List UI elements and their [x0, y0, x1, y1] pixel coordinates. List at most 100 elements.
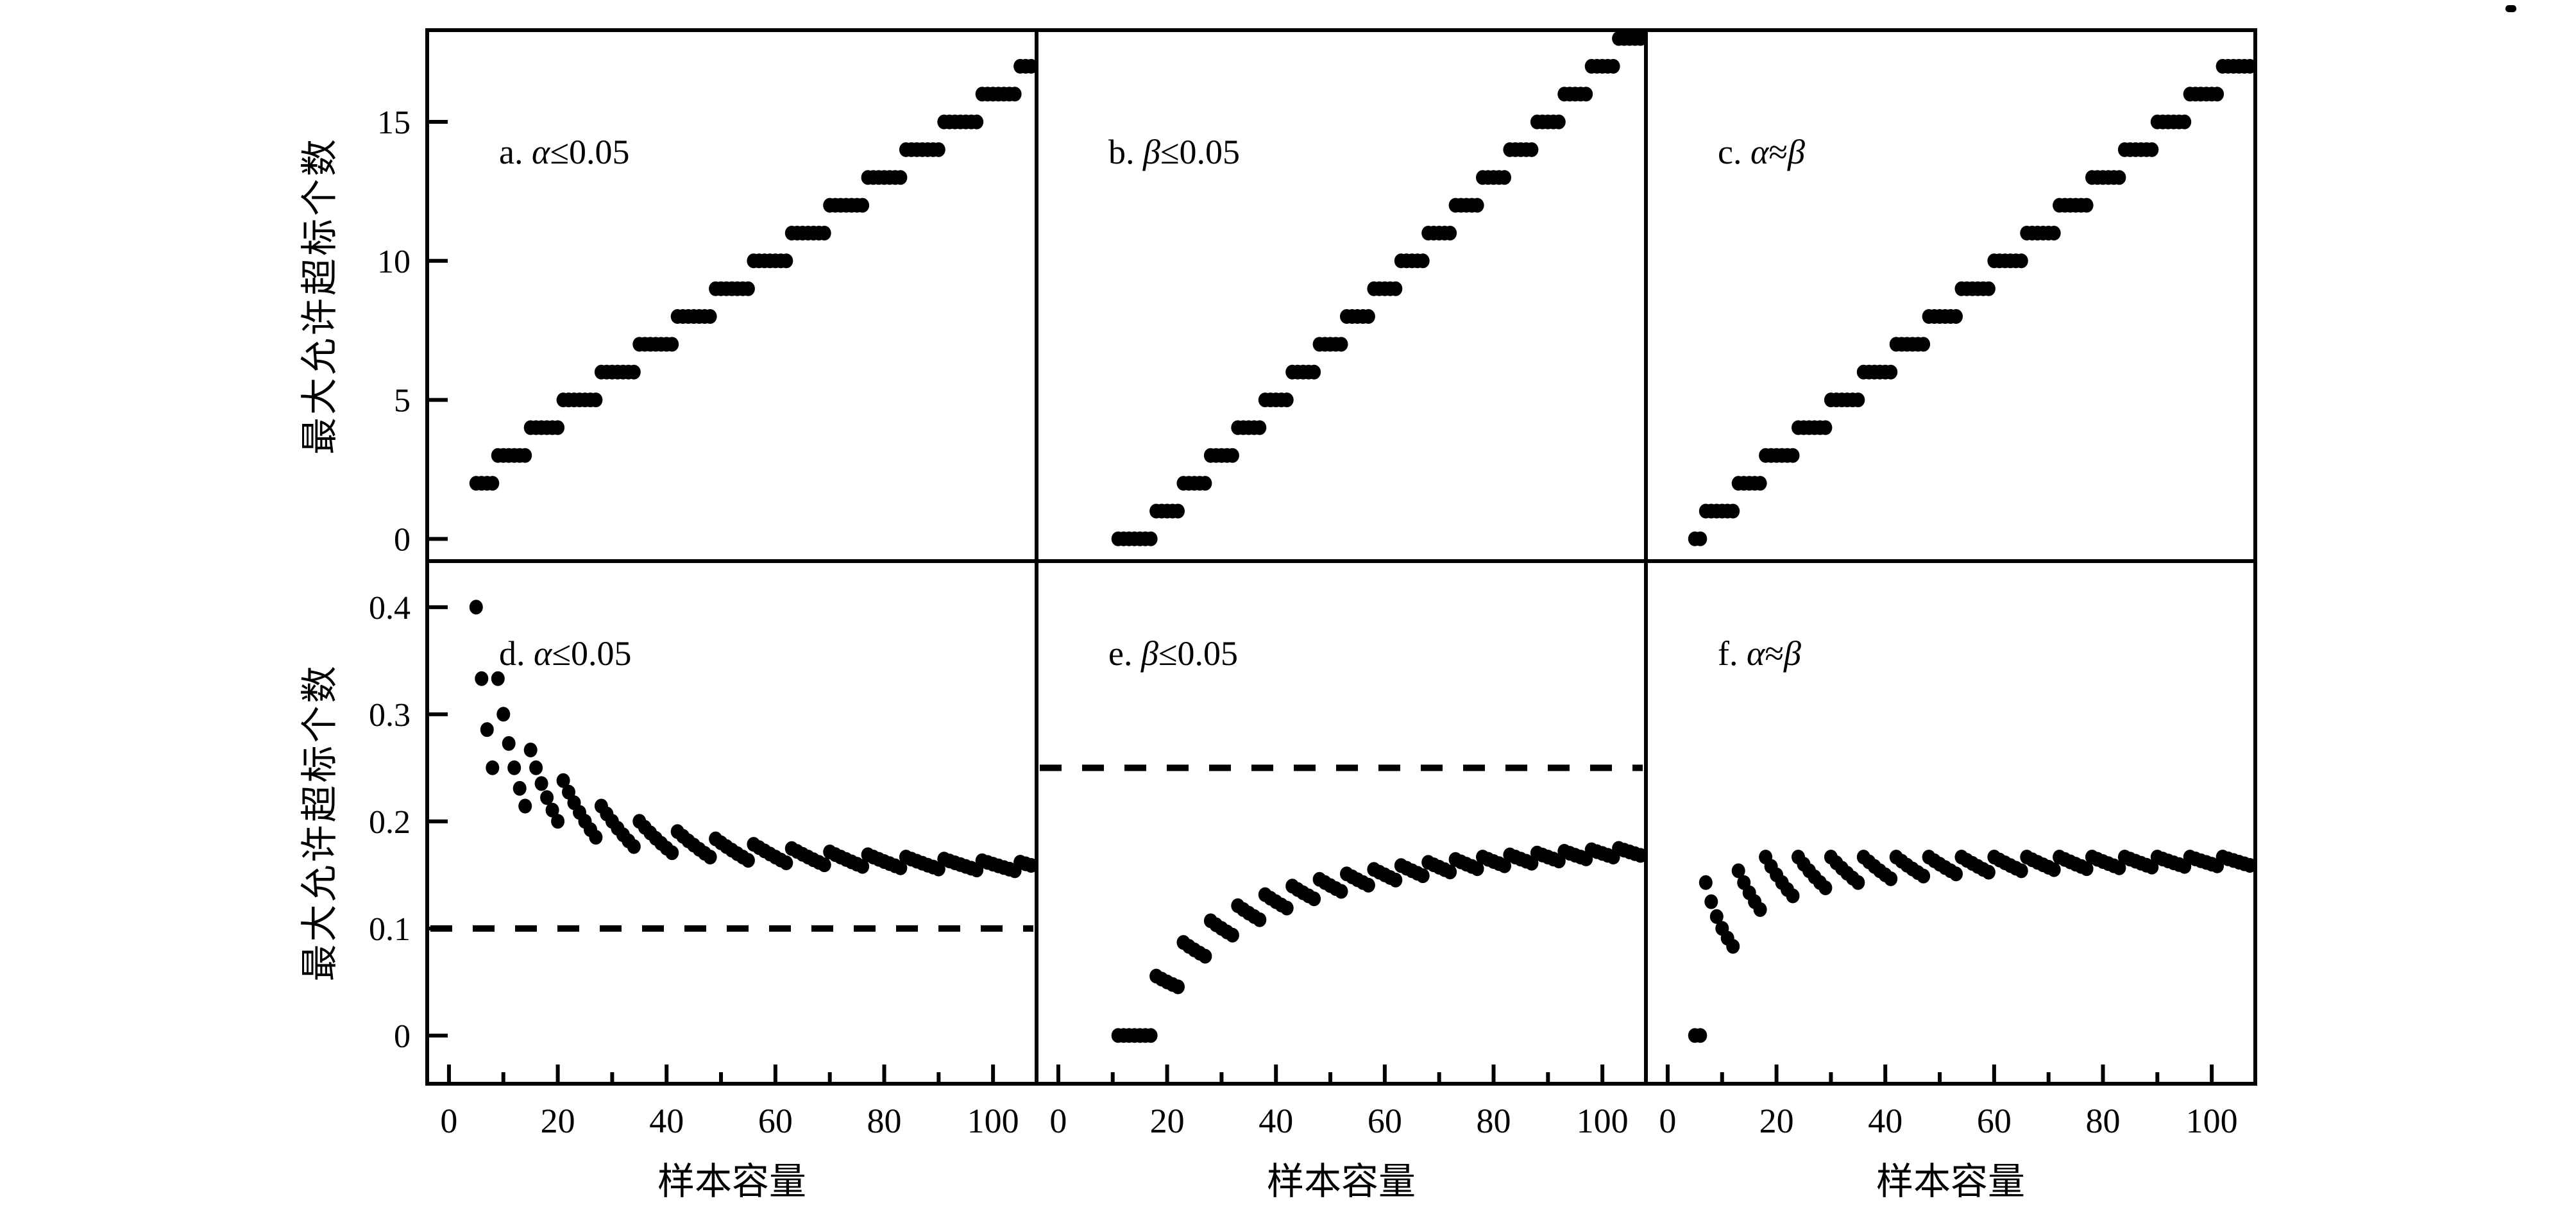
data-point — [1389, 281, 1403, 296]
data-point — [817, 857, 831, 873]
data-point — [589, 392, 603, 408]
data-point — [1498, 858, 1511, 873]
data-point — [1726, 939, 1740, 954]
x-tick-label: 100 — [967, 1102, 1019, 1140]
x-tick-label: 40 — [1868, 1102, 1902, 1140]
panel-title: e. β≤0.05 — [1108, 634, 1238, 673]
data-point — [2080, 198, 2094, 213]
data-point — [486, 476, 500, 491]
data-point — [1361, 309, 1375, 324]
data-point — [1389, 872, 1403, 888]
data-point — [741, 853, 755, 868]
y-tick-label: 0 — [394, 521, 411, 558]
data-point — [894, 860, 908, 875]
data-point — [2080, 861, 2094, 877]
data-point — [779, 855, 793, 870]
y-tick-label: 0.2 — [369, 804, 411, 841]
data-point — [480, 722, 494, 737]
data-point — [894, 170, 908, 185]
data-point — [529, 760, 543, 775]
panel-b: b. β≤0.05 — [1035, 28, 1648, 563]
data-point — [817, 226, 831, 240]
data-point — [1024, 858, 1035, 873]
data-point — [1693, 1028, 1707, 1043]
data-points-d — [469, 600, 1035, 879]
data-point — [1361, 877, 1375, 893]
data-point — [627, 839, 641, 854]
data-point — [1786, 888, 1800, 904]
data-point — [1552, 114, 1566, 130]
y-axis-title: 最大允许超标个数 — [299, 663, 341, 981]
x-tick-label: 20 — [1759, 1102, 1794, 1140]
y-tick-label: 0.1 — [369, 911, 411, 948]
data-point — [1225, 927, 1239, 943]
x-tick-label: 40 — [649, 1102, 684, 1140]
data-point — [1884, 364, 1898, 380]
data-point — [1731, 863, 1745, 879]
data-point — [1709, 909, 1724, 924]
y-tick-label: 0.4 — [369, 590, 411, 627]
x-tick-label: 40 — [1258, 1102, 1293, 1140]
data-point — [507, 760, 521, 775]
data-point — [1225, 448, 1239, 463]
data-point — [502, 736, 516, 751]
data-point — [1253, 912, 1267, 927]
data-point — [469, 600, 483, 615]
x-tick-label: 80 — [1477, 1102, 1511, 1140]
y-tick-label: 5 — [394, 383, 411, 419]
data-point — [1606, 58, 1620, 74]
data-point — [540, 790, 554, 805]
data-point — [665, 845, 679, 861]
data-point — [2047, 226, 2061, 240]
data-point — [1253, 420, 1267, 435]
data-point — [2145, 142, 2159, 157]
data-point — [1144, 531, 1158, 546]
data-point — [523, 743, 538, 757]
data-point — [1818, 880, 1833, 895]
data-point — [475, 671, 489, 686]
x-tick-label: 80 — [867, 1102, 902, 1140]
panel-title: a. α≤0.05 — [499, 133, 629, 171]
data-point — [665, 337, 679, 352]
x-tick-label: 0 — [1049, 1102, 1067, 1140]
data-point — [1470, 861, 1484, 877]
data-points-e — [1111, 841, 1644, 1043]
panel-e: e. β≤0.05 0 20 40 60 80 100 样本容量 — [1035, 559, 1648, 1202]
data-point — [1008, 87, 1022, 102]
data-point — [1525, 142, 1539, 157]
data-point — [1634, 848, 1644, 863]
data-point — [486, 760, 500, 775]
panel-title: c. α≈β — [1718, 133, 1805, 171]
data-point — [1917, 868, 1931, 884]
data-point — [1334, 884, 1348, 899]
data-point — [931, 142, 945, 157]
data-point — [1949, 866, 1963, 882]
data-points-a — [469, 58, 1035, 491]
data-point — [1851, 392, 1865, 408]
x-tick-label: 20 — [541, 1102, 575, 1140]
x-tick-label: 80 — [2086, 1102, 2121, 1140]
x-axis-title: 样本容量 — [1876, 1161, 2025, 1202]
x-tick-label: 20 — [1150, 1102, 1185, 1140]
data-point — [1280, 392, 1294, 408]
data-point — [856, 198, 870, 213]
data-point — [491, 671, 505, 686]
data-point — [2243, 858, 2253, 873]
data-point — [2243, 58, 2253, 74]
data-point — [1280, 900, 1294, 916]
x-tick-label: 60 — [1977, 1102, 2012, 1140]
data-point — [1981, 281, 1996, 296]
data-point — [970, 114, 984, 130]
data-point — [2178, 114, 2192, 130]
panel-frame-b — [1035, 28, 1648, 563]
data-points-f — [1688, 850, 2253, 1043]
x-tick-label: 100 — [2186, 1102, 2238, 1140]
panel-title: f. α≈β — [1718, 634, 1801, 673]
data-point — [551, 420, 565, 435]
x-tick-label: 0 — [1659, 1102, 1676, 1140]
x-tick-label: 60 — [1368, 1102, 1402, 1140]
panel-title: b. β≤0.05 — [1108, 133, 1240, 171]
y-axis-bottom: 0 0.1 0.2 0.3 0.4 最大允许超标个数 — [299, 590, 448, 1055]
data-point — [1443, 864, 1457, 880]
